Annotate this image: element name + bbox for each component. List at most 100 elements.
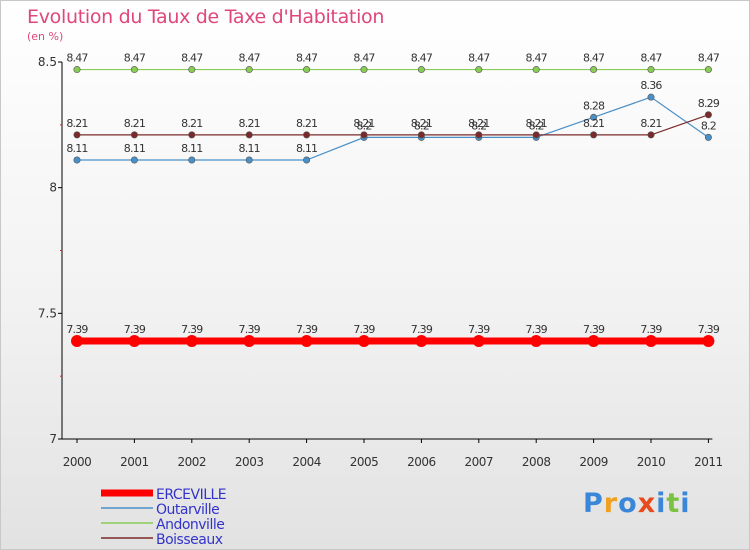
data-label: 8.11 (296, 142, 317, 155)
data-point (475, 66, 483, 74)
data-point (532, 66, 540, 74)
data-point (303, 156, 311, 164)
data-label: 8.21 (66, 117, 87, 130)
data-label: 8.47 (181, 52, 203, 65)
logo-letter: o (618, 488, 638, 519)
data-label: 7.39 (526, 323, 548, 336)
data-point (590, 66, 598, 74)
y-axis-unit: (en %) (27, 30, 64, 43)
data-point (647, 131, 655, 139)
data-label: 8.2 (471, 119, 486, 132)
data-label: 8.2 (414, 119, 429, 132)
data-label: 8.47 (124, 52, 146, 65)
logo-letter: i (656, 488, 667, 519)
x-tick-label: 2009 (579, 455, 608, 469)
x-tick-label: 2001 (120, 455, 149, 469)
data-point (647, 93, 655, 101)
x-tick-label: 2011 (694, 455, 723, 469)
x-tick-label: 2010 (637, 455, 666, 469)
data-point (590, 131, 598, 139)
proxiti-logo: Proxiti (583, 488, 691, 519)
data-label: 7.39 (124, 323, 146, 336)
data-label: 8.47 (296, 52, 318, 65)
data-label: 8.11 (66, 142, 87, 155)
data-point (360, 131, 368, 139)
data-point (188, 156, 196, 164)
data-label: 7.39 (411, 323, 433, 336)
data-point (475, 131, 483, 139)
data-label: 8.21 (640, 117, 661, 130)
data-point (130, 156, 138, 164)
legend-label: Boisseaux (156, 532, 223, 548)
data-point (530, 334, 543, 347)
data-point (73, 66, 81, 74)
x-tick-label: 2005 (350, 455, 379, 469)
data-label: 8.21 (583, 117, 604, 130)
x-tick-label: 2006 (407, 455, 436, 469)
data-point (245, 156, 253, 164)
data-point (130, 131, 138, 139)
data-label: 8.47 (411, 52, 433, 65)
data-label: 8.47 (468, 52, 490, 65)
data-point (532, 131, 540, 139)
data-point (704, 111, 712, 119)
data-point (303, 131, 311, 139)
data-point (702, 334, 715, 347)
logo-letter: r (603, 488, 619, 519)
data-point (704, 66, 712, 74)
data-point (71, 334, 83, 347)
data-point (647, 66, 655, 74)
data-label: 8.2 (356, 119, 371, 132)
x-tick-label: 2002 (178, 455, 207, 469)
data-label: 8.21 (468, 117, 489, 130)
x-tick-label: 2004 (292, 455, 321, 469)
data-label: 8.29 (698, 97, 720, 110)
data-label: 7.39 (353, 323, 375, 336)
data-label: 7.39 (640, 323, 662, 336)
data-label: 8.47 (640, 52, 662, 65)
data-point (188, 66, 196, 74)
data-point (128, 334, 141, 347)
y-tick-label: 7.5 (38, 306, 57, 320)
y-tick-label: 8.5 (38, 55, 57, 69)
data-point (704, 133, 712, 141)
logo-letter: t (666, 488, 681, 519)
data-label: 8.47 (353, 52, 375, 65)
data-point (645, 334, 657, 347)
x-tick-label: 2007 (465, 455, 494, 469)
data-label: 8.47 (698, 52, 720, 65)
data-point (73, 156, 81, 164)
data-label: 7.39 (698, 323, 720, 336)
data-point (417, 131, 425, 139)
data-label: 7.39 (181, 323, 203, 336)
y-tick-label: 8 (49, 181, 57, 195)
data-point (245, 131, 253, 139)
data-point (130, 66, 138, 74)
data-point (303, 66, 311, 74)
data-label: 8.21 (124, 117, 145, 130)
data-label: 8.11 (181, 142, 202, 155)
data-label: 8.11 (124, 142, 145, 155)
data-point (73, 131, 81, 139)
data-label: 8.21 (239, 117, 260, 130)
data-label: 7.39 (296, 323, 318, 336)
data-label: 7.39 (239, 323, 261, 336)
series-line-outarville (77, 96, 709, 161)
logo-letter: x (637, 488, 657, 519)
logo-letter: i (680, 488, 691, 519)
data-label: 8.47 (583, 52, 605, 65)
data-label: 8.21 (526, 117, 547, 130)
data-point (472, 334, 485, 347)
data-point (245, 66, 253, 74)
y-tick-label: 7 (49, 432, 57, 446)
chart-title: Evolution du Taux de Taxe d'Habitation (27, 6, 385, 28)
data-point (358, 334, 370, 347)
data-point (300, 334, 313, 347)
data-point (590, 113, 598, 121)
data-label: 7.39 (468, 323, 490, 336)
data-label: 8.47 (66, 52, 88, 65)
series-line-boisseaux (77, 114, 709, 136)
legend-label: ERCEVILLE (156, 487, 226, 503)
